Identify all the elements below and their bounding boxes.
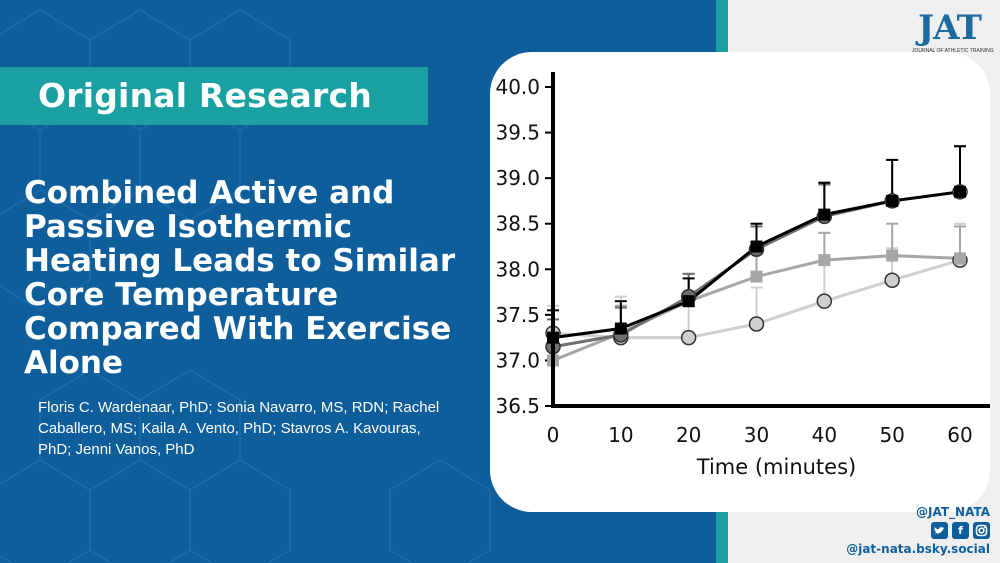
data-point bbox=[680, 329, 697, 346]
data-point bbox=[884, 272, 900, 288]
y-tick-label: 39.0 bbox=[495, 166, 540, 190]
instagram-icon[interactable] bbox=[973, 522, 990, 539]
data-point bbox=[818, 254, 831, 267]
journal-logo: JAT JOURNAL OF ATHLETIC TRAINING bbox=[912, 8, 994, 58]
data-point bbox=[816, 293, 833, 309]
x-tick-label: 60 bbox=[947, 423, 972, 447]
x-tick-label: 50 bbox=[879, 423, 904, 447]
logo-mark: JAT bbox=[918, 8, 982, 48]
bluesky-handle: @jat-nata.bsky.social bbox=[846, 542, 990, 556]
y-tick-label: 37.0 bbox=[495, 348, 540, 372]
social-block: @JAT_NATA f @jat-nata.bsky.social bbox=[846, 505, 990, 556]
x-tick-label: 0 bbox=[547, 423, 560, 447]
category-label: Original Research bbox=[38, 76, 372, 115]
data-point bbox=[682, 295, 695, 308]
facebook-icon[interactable]: f bbox=[952, 522, 969, 539]
y-tick-label: 38.5 bbox=[495, 212, 540, 236]
twitter-icon[interactable] bbox=[931, 522, 948, 539]
y-tick-label: 40.0 bbox=[495, 75, 540, 99]
x-tick-label: 20 bbox=[676, 423, 701, 447]
article-title: Combined Active and Passive Isothermic H… bbox=[24, 175, 456, 381]
y-tick-label: 38.0 bbox=[495, 257, 540, 281]
data-point bbox=[886, 194, 899, 207]
data-point bbox=[886, 249, 899, 262]
temperature-chart: 36.5 37.0 37.5 38.0 38.5 39.0 39.5 40.0 0 10 20 30… bbox=[495, 72, 990, 479]
article-authors: Floris C. Wardenaar, PhD; Sonia Navarro,… bbox=[38, 399, 440, 458]
data-point bbox=[954, 252, 966, 265]
data-point bbox=[748, 316, 765, 332]
data-point bbox=[614, 322, 627, 335]
y-tick-label: 39.5 bbox=[495, 121, 540, 145]
logo-subtitle: JOURNAL OF ATHLETIC TRAINING bbox=[912, 48, 994, 54]
x-tick-label: 30 bbox=[744, 423, 769, 447]
data-point bbox=[954, 185, 966, 198]
category-banner: Original Research bbox=[0, 67, 428, 125]
x-axis-label: Time (minutes) bbox=[696, 455, 856, 479]
x-tick-label: 10 bbox=[608, 423, 633, 447]
data-point bbox=[750, 270, 763, 283]
social-icons: f bbox=[846, 522, 990, 539]
y-tick-label: 37.5 bbox=[495, 303, 540, 327]
figure-card: 36.5 37.0 37.5 38.0 38.5 39.0 39.5 40.0 0 10 20 30… bbox=[490, 52, 990, 512]
social-handle: @JAT_NATA bbox=[916, 505, 990, 519]
y-tick-label: 36.5 bbox=[495, 394, 540, 418]
data-point bbox=[750, 240, 763, 253]
x-tick-label: 40 bbox=[812, 423, 837, 447]
data-point bbox=[818, 208, 831, 221]
